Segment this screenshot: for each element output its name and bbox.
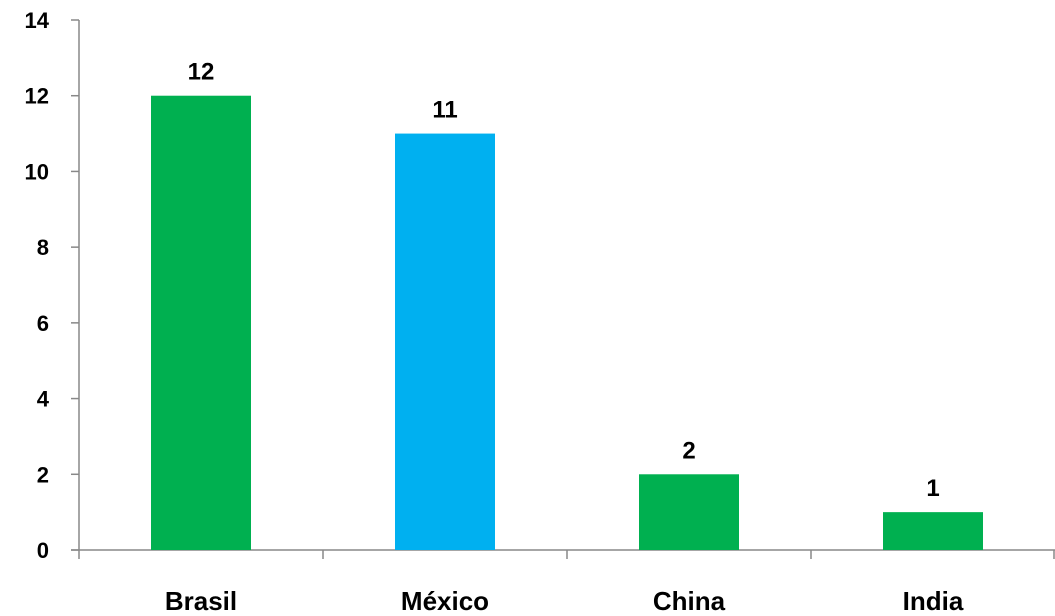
bar-3 xyxy=(883,512,983,550)
y-tick-label: 2 xyxy=(37,462,49,487)
x-category-label: México xyxy=(401,586,489,616)
x-category-label: China xyxy=(653,586,726,616)
y-tick-label: 6 xyxy=(37,311,49,336)
y-tick-label: 0 xyxy=(37,538,49,563)
data-label: 12 xyxy=(188,59,215,86)
bars xyxy=(151,95,983,551)
bar-0 xyxy=(151,95,251,550)
x-category-label: India xyxy=(903,586,964,616)
x-axis: Brasil México China India xyxy=(71,549,1055,616)
x-category-label: Brasil xyxy=(165,586,237,616)
y-tick-label: 14 xyxy=(25,8,50,33)
bar-1 xyxy=(395,133,495,551)
data-label: 1 xyxy=(926,475,939,502)
bar-2 xyxy=(639,474,739,550)
y-tick-label: 8 xyxy=(37,235,49,260)
data-label: 2 xyxy=(682,437,695,464)
y-axis: 0 2 4 6 8 10 12 14 xyxy=(25,8,80,563)
data-label: 11 xyxy=(432,97,457,124)
y-tick-label: 12 xyxy=(25,84,49,109)
data-labels: 12 11 2 1 xyxy=(188,59,940,502)
y-tick-label: 4 xyxy=(37,387,50,412)
y-tick-label: 10 xyxy=(25,159,49,184)
